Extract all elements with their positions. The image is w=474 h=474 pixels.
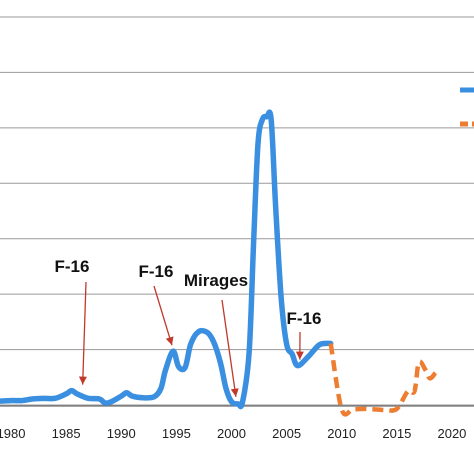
- x-tick-label: 2010: [327, 426, 356, 441]
- x-tick-label: 2005: [272, 426, 301, 441]
- series-lines: [0, 109, 438, 417]
- annotation-arrow: [221, 299, 237, 397]
- annotation-label: F-16: [55, 257, 90, 276]
- annotations: F-16 F-16 Mirages F-16: [55, 257, 322, 397]
- annotation-arrowhead: [165, 336, 174, 346]
- x-axis-tick-labels: 1980 1985 1990 1995 2000 2005 2010 2015 2020: [0, 426, 466, 441]
- x-tick-label: 1985: [52, 426, 81, 441]
- x-tick-label: 1980: [0, 426, 25, 441]
- annotation-arrowhead: [78, 376, 87, 385]
- annotation-arrowhead: [295, 351, 304, 360]
- series-line-1: [0, 109, 334, 410]
- annotation-label: F-16: [139, 262, 174, 281]
- annotation-arrowhead: [230, 388, 239, 397]
- series-line-2: [328, 343, 438, 417]
- annotation-label: Mirages: [184, 271, 248, 290]
- annotation-arrow: [153, 285, 173, 346]
- x-tick-label: 1995: [162, 426, 191, 441]
- x-tick-label: 1990: [107, 426, 136, 441]
- legend: [460, 87, 474, 127]
- x-tick-label: 2020: [437, 426, 466, 441]
- x-tick-label: 2015: [382, 426, 411, 441]
- annotation-arrow: [82, 281, 87, 385]
- x-tick-label: 2000: [217, 426, 246, 441]
- annotation-label: F-16: [287, 309, 322, 328]
- gridlines: [0, 16, 474, 407]
